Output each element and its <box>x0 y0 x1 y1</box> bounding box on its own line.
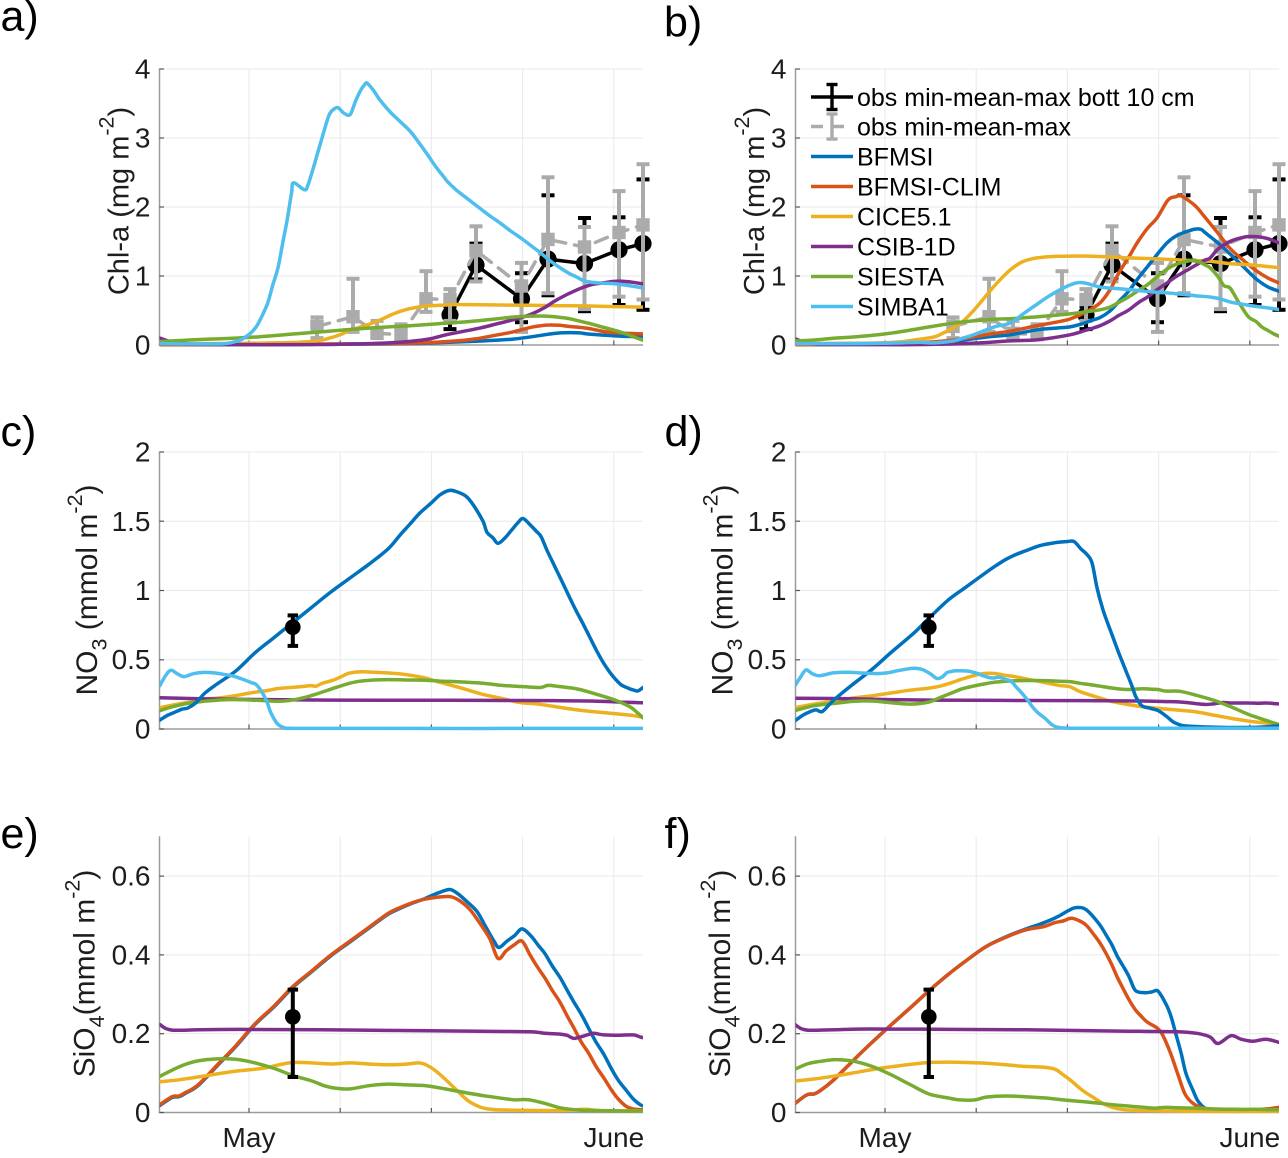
svg-text:1.5: 1.5 <box>748 506 787 537</box>
svg-text:0.5: 0.5 <box>112 644 151 675</box>
svg-text:obs min-mean-max bott 10 cm: obs min-mean-max bott 10 cm <box>857 84 1195 112</box>
svg-text:1.5: 1.5 <box>112 506 151 537</box>
svg-text:0.4: 0.4 <box>112 939 151 970</box>
svg-text:1: 1 <box>771 575 787 606</box>
svg-text:0: 0 <box>771 1097 787 1128</box>
svg-text:0.2: 0.2 <box>112 1018 151 1049</box>
svg-text:0.6: 0.6 <box>112 861 151 892</box>
svg-text:May: May <box>223 1122 276 1153</box>
svg-text:BFMSI: BFMSI <box>857 144 933 172</box>
svg-text:e): e) <box>1 810 39 858</box>
svg-text:NO3 (mmol m-2): NO3 (mmol m-2) <box>699 484 748 695</box>
svg-text:0: 0 <box>135 330 151 361</box>
svg-text:2: 2 <box>771 192 787 223</box>
svg-text:0: 0 <box>135 1097 151 1128</box>
svg-text:SiO4(mmol m-2): SiO4(mmol m-2) <box>696 870 745 1078</box>
svg-text:0: 0 <box>771 330 787 361</box>
svg-text:1: 1 <box>135 575 151 606</box>
svg-text:3: 3 <box>771 123 787 154</box>
svg-text:0.6: 0.6 <box>748 861 787 892</box>
svg-text:BFMSI-CLIM: BFMSI-CLIM <box>857 174 1001 202</box>
svg-text:0: 0 <box>135 714 151 745</box>
svg-text:c): c) <box>1 408 37 456</box>
svg-text:2: 2 <box>135 437 151 468</box>
svg-text:June: June <box>583 1122 644 1153</box>
svg-text:SiO4(mmol m-2): SiO4(mmol m-2) <box>61 870 110 1078</box>
svg-text:4: 4 <box>771 54 787 85</box>
svg-text:1: 1 <box>135 261 151 292</box>
svg-text:3: 3 <box>135 123 151 154</box>
svg-text:0.4: 0.4 <box>748 939 787 970</box>
svg-text:b): b) <box>664 0 702 47</box>
svg-text:0: 0 <box>771 714 787 745</box>
svg-text:June: June <box>1219 1122 1280 1153</box>
svg-text:0.2: 0.2 <box>748 1018 787 1049</box>
svg-text:NO3 (mmol m-2): NO3 (mmol m-2) <box>63 484 112 695</box>
svg-text:0.5: 0.5 <box>748 644 787 675</box>
svg-text:d): d) <box>665 408 703 456</box>
svg-text:2: 2 <box>771 437 787 468</box>
svg-text:a): a) <box>1 0 39 41</box>
svg-text:May: May <box>859 1122 912 1153</box>
svg-text:SIMBA1: SIMBA1 <box>857 294 949 322</box>
svg-text:CSIB-1D: CSIB-1D <box>857 234 956 262</box>
svg-text:1: 1 <box>771 261 787 292</box>
svg-text:f): f) <box>665 810 691 858</box>
svg-text:4: 4 <box>135 54 151 85</box>
svg-text:obs min-mean-max: obs min-mean-max <box>857 114 1071 142</box>
svg-text:2: 2 <box>135 192 151 223</box>
svg-text:CICE5.1: CICE5.1 <box>857 204 951 232</box>
svg-text:SIESTA: SIESTA <box>857 264 944 292</box>
